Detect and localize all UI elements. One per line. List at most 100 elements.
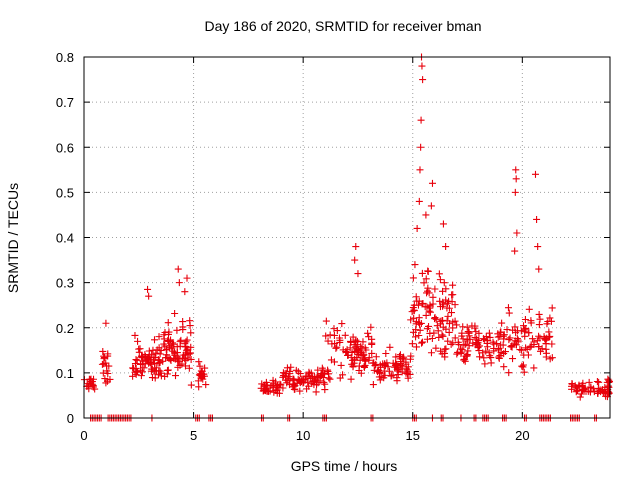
data-point <box>460 356 468 364</box>
data-point <box>418 62 426 70</box>
data-point <box>99 347 107 355</box>
data-point <box>333 327 341 335</box>
data-point <box>135 345 143 353</box>
data-point <box>382 350 390 358</box>
data-point <box>143 356 151 364</box>
data-point <box>303 385 311 393</box>
data-point <box>535 321 543 329</box>
y-tick-label: 0.8 <box>56 50 74 65</box>
data-point <box>430 329 438 337</box>
y-tick-label: 0.1 <box>56 366 74 381</box>
data-point <box>439 332 447 340</box>
data-point <box>520 368 528 376</box>
data-point <box>306 374 314 382</box>
data-point <box>372 353 380 361</box>
data-point <box>352 243 360 251</box>
data-point <box>426 301 434 309</box>
data-point <box>457 348 465 356</box>
data-point <box>530 340 538 348</box>
data-point <box>594 384 602 392</box>
data-point <box>283 364 291 372</box>
data-point <box>460 341 468 349</box>
data-point <box>511 337 519 345</box>
data-point <box>579 383 587 391</box>
data-point <box>599 387 607 395</box>
data-point <box>436 303 444 311</box>
data-point <box>512 175 520 183</box>
data-point <box>330 358 338 366</box>
data-point <box>137 372 145 380</box>
data-point <box>504 304 512 312</box>
data-point <box>195 358 203 366</box>
data-point <box>514 338 522 346</box>
data-point <box>169 339 177 347</box>
data-point <box>486 333 494 341</box>
data-point <box>546 314 554 322</box>
data-point <box>535 265 543 273</box>
data-point <box>435 333 443 341</box>
data-point <box>451 301 459 309</box>
data-point <box>490 345 498 353</box>
data-point <box>447 340 455 348</box>
data-point <box>357 369 365 377</box>
data-point <box>371 362 379 370</box>
data-point <box>525 305 533 313</box>
data-point <box>462 340 470 348</box>
data-point <box>527 319 535 327</box>
data-point <box>364 329 372 337</box>
data-point <box>359 338 367 346</box>
data-point <box>346 344 354 352</box>
data-point <box>170 340 178 348</box>
data-point <box>402 360 410 368</box>
data-point <box>358 352 366 360</box>
data-point <box>568 382 576 390</box>
data-point <box>404 374 412 382</box>
data-point <box>531 170 539 178</box>
data-point <box>292 366 300 374</box>
data-point <box>160 331 168 339</box>
data-point <box>464 347 472 355</box>
data-point <box>429 300 437 308</box>
data-point <box>418 339 426 347</box>
data-point <box>542 345 550 353</box>
data-point <box>164 319 172 327</box>
data-point <box>413 297 421 305</box>
data-point <box>173 355 181 363</box>
data-point <box>131 331 139 339</box>
data-point <box>368 340 376 348</box>
data-point <box>535 310 543 318</box>
data-point <box>160 340 168 348</box>
data-point <box>318 364 326 372</box>
data-point <box>461 355 469 363</box>
data-point <box>380 374 388 382</box>
data-point <box>475 329 483 337</box>
data-point <box>485 329 493 337</box>
data-point <box>396 352 404 360</box>
data-point <box>349 333 357 341</box>
data-point <box>173 326 181 334</box>
data-point <box>138 360 146 368</box>
data-point <box>398 368 406 376</box>
data-point <box>415 314 423 322</box>
data-point <box>387 372 395 380</box>
data-point <box>451 317 459 325</box>
data-point <box>412 333 420 341</box>
data-point <box>493 340 501 348</box>
data-point <box>485 349 493 357</box>
data-point <box>187 381 195 389</box>
data-point <box>427 202 435 210</box>
x-tick-label: 0 <box>80 428 87 443</box>
y-tick-label: 0.6 <box>56 140 74 155</box>
data-point <box>472 328 480 336</box>
data-point <box>536 347 544 355</box>
data-point <box>338 320 346 328</box>
data-point <box>325 370 333 378</box>
data-point <box>335 334 343 342</box>
data-point <box>481 335 489 343</box>
data-point <box>512 329 520 337</box>
data-point <box>376 361 384 369</box>
data-point <box>156 350 164 358</box>
data-point <box>497 328 505 336</box>
y-tick-label: 0.4 <box>56 231 74 246</box>
data-point <box>419 76 427 84</box>
